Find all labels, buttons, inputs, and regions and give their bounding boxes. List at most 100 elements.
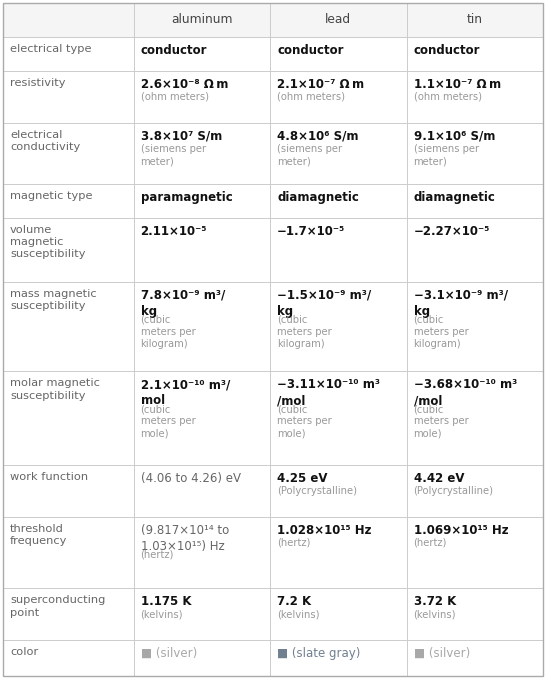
Text: 9.1×10⁶ S/m: 9.1×10⁶ S/m — [413, 130, 495, 143]
Text: (hertz): (hertz) — [413, 538, 447, 548]
Text: diamagnetic: diamagnetic — [413, 191, 495, 204]
Bar — [3, 217, 134, 282]
Text: 2.6×10⁻⁸ Ω m: 2.6×10⁻⁸ Ω m — [140, 78, 228, 91]
Text: paramagnetic: paramagnetic — [140, 191, 232, 204]
Text: 2.1×10⁻¹⁰ m³/
mol: 2.1×10⁻¹⁰ m³/ mol — [140, 378, 230, 407]
Text: conductor: conductor — [140, 44, 207, 57]
Text: (4.06 to 4.26) eV: (4.06 to 4.26) eV — [140, 472, 241, 485]
Bar — [3, 517, 134, 589]
Text: 7.8×10⁻⁹ m³/
kg: 7.8×10⁻⁹ m³/ kg — [140, 289, 225, 318]
Bar — [270, 3, 407, 37]
Bar — [3, 465, 134, 517]
Text: conductor: conductor — [277, 44, 343, 57]
Bar — [407, 3, 543, 37]
Text: (cubic
meters per
mole): (cubic meters per mole) — [277, 404, 332, 439]
Bar — [407, 71, 543, 123]
Text: (cubic
meters per
mole): (cubic meters per mole) — [140, 404, 195, 439]
Bar — [270, 640, 407, 676]
Text: electrical type: electrical type — [10, 44, 92, 54]
Text: 4.42 eV: 4.42 eV — [413, 472, 464, 485]
Text: ■ (slate gray): ■ (slate gray) — [277, 647, 360, 660]
Bar — [134, 640, 270, 676]
Text: tin: tin — [467, 14, 483, 26]
Text: (ohm meters): (ohm meters) — [277, 92, 345, 102]
Bar — [134, 183, 270, 217]
Bar — [270, 517, 407, 589]
Text: (siemens per
meter): (siemens per meter) — [277, 144, 342, 166]
Text: conductor: conductor — [413, 44, 480, 57]
Text: −3.68×10⁻¹⁰ m³
/mol: −3.68×10⁻¹⁰ m³ /mol — [413, 378, 517, 407]
Text: (kelvins): (kelvins) — [140, 609, 183, 619]
Text: 2.11×10⁻⁵: 2.11×10⁻⁵ — [140, 225, 207, 238]
Bar — [134, 37, 270, 71]
Bar — [407, 183, 543, 217]
Bar — [270, 71, 407, 123]
Text: 7.2 K: 7.2 K — [277, 595, 311, 608]
Text: −1.5×10⁻⁹ m³/
kg: −1.5×10⁻⁹ m³/ kg — [277, 289, 371, 318]
Text: 1.028×10¹⁵ Hz: 1.028×10¹⁵ Hz — [277, 524, 371, 537]
Text: 1.1×10⁻⁷ Ω m: 1.1×10⁻⁷ Ω m — [413, 78, 501, 91]
Bar — [134, 71, 270, 123]
Text: diamagnetic: diamagnetic — [277, 191, 359, 204]
Text: 1.069×10¹⁵ Hz: 1.069×10¹⁵ Hz — [413, 524, 508, 537]
Bar — [270, 371, 407, 465]
Bar — [270, 183, 407, 217]
Bar — [134, 371, 270, 465]
Text: (siemens per
meter): (siemens per meter) — [140, 144, 206, 166]
Text: 2.1×10⁻⁷ Ω m: 2.1×10⁻⁷ Ω m — [277, 78, 364, 91]
Bar — [270, 217, 407, 282]
Text: (cubic
meters per
kilogram): (cubic meters per kilogram) — [277, 314, 332, 350]
Bar — [407, 640, 543, 676]
Bar — [270, 589, 407, 640]
Bar — [3, 589, 134, 640]
Bar — [134, 217, 270, 282]
Text: (ohm meters): (ohm meters) — [413, 92, 482, 102]
Text: (cubic
meters per
kilogram): (cubic meters per kilogram) — [140, 314, 195, 350]
Text: (cubic
meters per
kilogram): (cubic meters per kilogram) — [413, 314, 468, 350]
Bar — [134, 517, 270, 589]
Text: lead: lead — [325, 14, 351, 26]
Bar — [3, 282, 134, 371]
Bar — [407, 123, 543, 183]
Bar — [270, 465, 407, 517]
Bar — [270, 282, 407, 371]
Bar — [3, 37, 134, 71]
Bar — [407, 37, 543, 71]
Text: (kelvins): (kelvins) — [277, 609, 319, 619]
Bar — [407, 217, 543, 282]
Text: mass magnetic
susceptibility: mass magnetic susceptibility — [10, 289, 97, 311]
Text: (Polycrystalline): (Polycrystalline) — [277, 486, 357, 496]
Text: ■ (silver): ■ (silver) — [413, 647, 470, 660]
Text: volume
magnetic
susceptibility: volume magnetic susceptibility — [10, 225, 86, 259]
Text: 3.8×10⁷ S/m: 3.8×10⁷ S/m — [140, 130, 222, 143]
Text: (ohm meters): (ohm meters) — [140, 92, 209, 102]
Bar — [134, 123, 270, 183]
Bar — [270, 123, 407, 183]
Text: (Polycrystalline): (Polycrystalline) — [413, 486, 494, 496]
Bar — [407, 371, 543, 465]
Bar — [407, 589, 543, 640]
Text: 4.25 eV: 4.25 eV — [277, 472, 328, 485]
Bar — [3, 183, 134, 217]
Text: molar magnetic
susceptibility: molar magnetic susceptibility — [10, 378, 100, 401]
Text: work function: work function — [10, 472, 88, 482]
Text: aluminum: aluminum — [171, 14, 233, 26]
Text: threshold
frequency: threshold frequency — [10, 524, 67, 547]
Bar — [3, 123, 134, 183]
Bar — [134, 589, 270, 640]
Bar — [407, 517, 543, 589]
Text: magnetic type: magnetic type — [10, 191, 92, 200]
Bar — [407, 465, 543, 517]
Text: 4.8×10⁶ S/m: 4.8×10⁶ S/m — [277, 130, 359, 143]
Bar — [134, 465, 270, 517]
Bar — [134, 282, 270, 371]
Text: −3.1×10⁻⁹ m³/
kg: −3.1×10⁻⁹ m³/ kg — [413, 289, 508, 318]
Text: resistivity: resistivity — [10, 78, 66, 88]
Bar — [407, 282, 543, 371]
Bar — [3, 71, 134, 123]
Text: −1.7×10⁻⁵: −1.7×10⁻⁵ — [277, 225, 345, 238]
Text: (9.817×10¹⁴ to
1.03×10¹⁵) Hz: (9.817×10¹⁴ to 1.03×10¹⁵) Hz — [140, 524, 229, 553]
Text: (siemens per
meter): (siemens per meter) — [413, 144, 479, 166]
Text: color: color — [10, 647, 38, 657]
Text: (hertz): (hertz) — [140, 550, 174, 559]
